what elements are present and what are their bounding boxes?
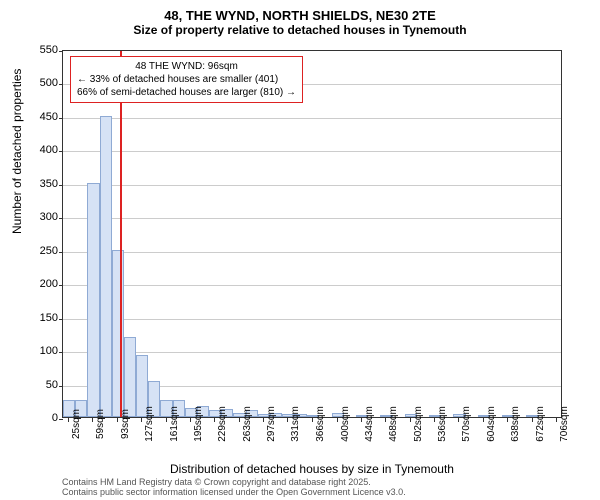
x-tick-label: 229sqm bbox=[217, 406, 228, 442]
x-tick-label: 502sqm bbox=[413, 406, 424, 442]
x-tick-label: 638sqm bbox=[510, 406, 521, 442]
x-tick-label: 161sqm bbox=[169, 406, 180, 442]
x-tick-label: 59sqm bbox=[95, 409, 106, 439]
y-axis-ticks: 050100150200250300350400450500550 bbox=[0, 50, 62, 418]
x-tick-label: 672sqm bbox=[535, 406, 546, 442]
x-axis-label: Distribution of detached houses by size … bbox=[62, 462, 562, 476]
chart-plot-area bbox=[62, 50, 562, 418]
x-tick-label: 434sqm bbox=[364, 406, 375, 442]
marker-vertical-line bbox=[120, 51, 122, 417]
histogram-bar bbox=[100, 116, 112, 417]
histogram-bar bbox=[124, 337, 136, 417]
y-tick-label: 400 bbox=[40, 144, 58, 156]
chart-title-sub: Size of property relative to detached ho… bbox=[0, 23, 600, 41]
y-tick-label: 0 bbox=[52, 412, 58, 424]
x-tick-label: 536sqm bbox=[437, 406, 448, 442]
y-tick-label: 100 bbox=[40, 345, 58, 357]
x-tick-label: 331sqm bbox=[290, 406, 301, 442]
x-tick-label: 93sqm bbox=[120, 409, 131, 439]
y-tick-label: 150 bbox=[40, 312, 58, 324]
y-tick-label: 350 bbox=[40, 178, 58, 190]
footer-line-2: Contains public sector information licen… bbox=[62, 488, 406, 498]
annotation-box: 48 THE WYND: 96sqm← 33% of detached hous… bbox=[70, 56, 303, 103]
y-tick-label: 450 bbox=[40, 111, 58, 123]
x-tick-label: 366sqm bbox=[315, 406, 326, 442]
x-tick-label: 604sqm bbox=[486, 406, 497, 442]
x-tick-label: 570sqm bbox=[461, 406, 472, 442]
x-tick-label: 706sqm bbox=[559, 406, 570, 442]
annotation-line: 48 THE WYND: 96sqm bbox=[77, 60, 296, 73]
y-tick-label: 250 bbox=[40, 245, 58, 257]
y-tick-label: 500 bbox=[40, 77, 58, 89]
annotation-line: ← 33% of detached houses are smaller (40… bbox=[77, 73, 296, 86]
x-tick-label: 297sqm bbox=[266, 406, 277, 442]
x-tick-label: 263sqm bbox=[242, 406, 253, 442]
y-tick-label: 300 bbox=[40, 211, 58, 223]
chart-title-main: 48, THE WYND, NORTH SHIELDS, NE30 2TE bbox=[0, 0, 600, 23]
x-tick-label: 468sqm bbox=[388, 406, 399, 442]
y-tick-label: 200 bbox=[40, 278, 58, 290]
x-tick-label: 195sqm bbox=[193, 406, 204, 442]
footer-attribution: Contains HM Land Registry data © Crown c… bbox=[62, 478, 406, 498]
annotation-line: 66% of semi-detached houses are larger (… bbox=[77, 86, 296, 99]
x-tick-label: 25sqm bbox=[71, 409, 82, 439]
y-tick-label: 550 bbox=[40, 44, 58, 56]
x-tick-label: 400sqm bbox=[340, 406, 351, 442]
histogram-bar bbox=[112, 250, 124, 417]
y-tick-label: 50 bbox=[46, 379, 58, 391]
histogram-bar bbox=[87, 183, 99, 417]
x-tick-label: 127sqm bbox=[144, 406, 155, 442]
x-axis-ticks: 25sqm59sqm93sqm127sqm161sqm195sqm229sqm2… bbox=[62, 418, 562, 468]
